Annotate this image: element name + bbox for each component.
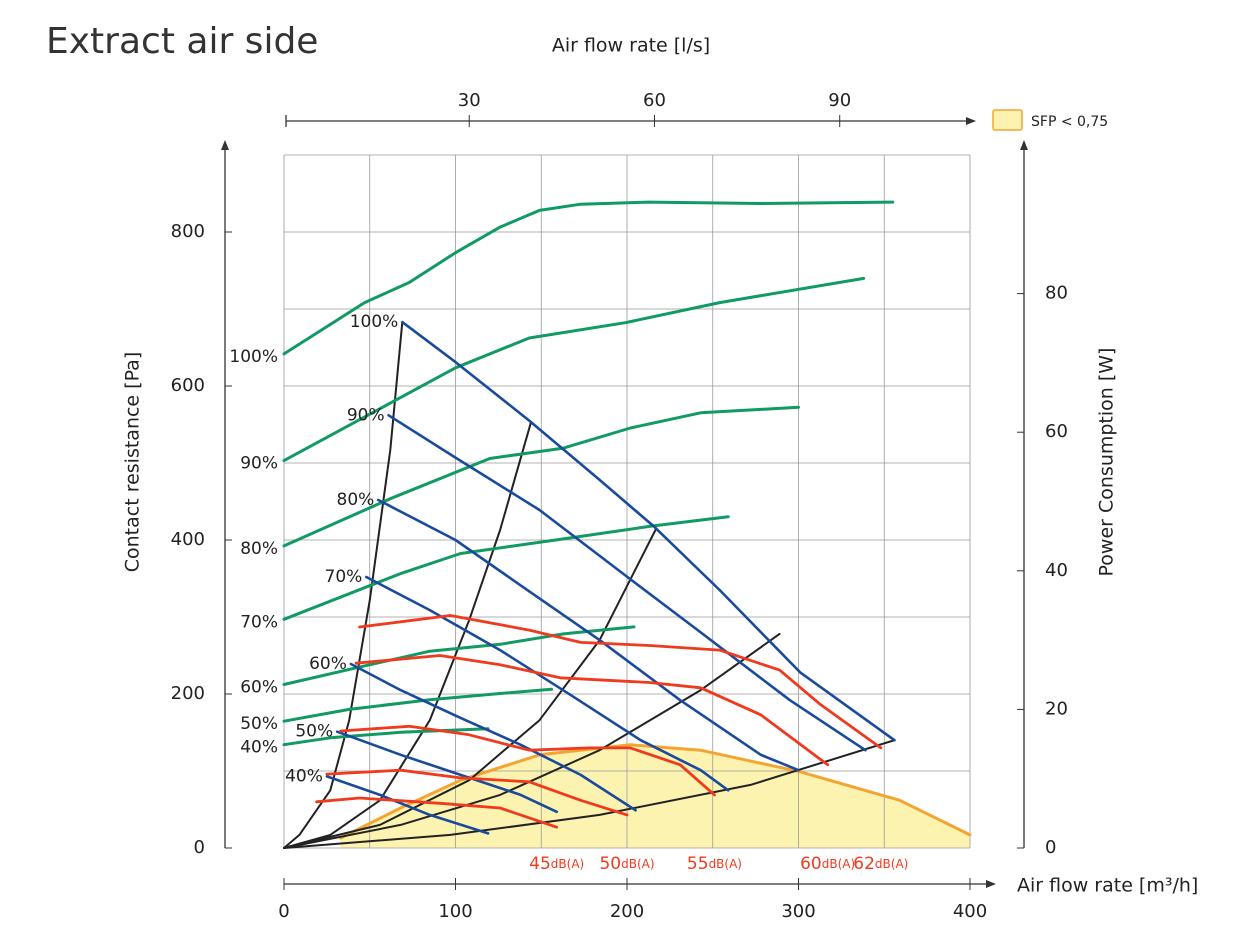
- x2-tick-label: 60: [643, 90, 666, 111]
- pressure-curve: [325, 775, 490, 835]
- y2-tick-label: 0: [1045, 837, 1056, 858]
- y2-tick-label: 80: [1045, 283, 1068, 304]
- arrow: [986, 880, 996, 888]
- noise-curve: [358, 614, 883, 750]
- arrow: [1020, 140, 1028, 150]
- noise-curve: [354, 654, 830, 767]
- y-axis-title: Contact resistance [Pa]: [122, 352, 144, 573]
- noise-value: 62: [853, 854, 875, 874]
- axes: [221, 115, 1028, 888]
- system-curve: [283, 321, 404, 849]
- x-tick-label: 300: [781, 901, 815, 922]
- system-curve: [283, 527, 658, 849]
- x-axis-title: Air flow rate [m³/h]: [1017, 875, 1198, 897]
- pressure-label: 90%: [347, 405, 385, 425]
- pressure-label: 60%: [309, 654, 347, 674]
- power-label: 70%: [240, 612, 278, 632]
- x-tick-label: 0: [278, 901, 289, 922]
- noise-curve: [325, 768, 629, 817]
- pressure-label: 80%: [337, 490, 375, 510]
- y2-axis-title: Power Consumption [W]: [1096, 348, 1118, 577]
- system-curve: [283, 632, 781, 849]
- noise-label: 55dB(A): [687, 854, 742, 874]
- y-tick-label: 0: [194, 837, 205, 858]
- pressure-curve: [377, 498, 800, 772]
- pressure-label: 100%: [350, 312, 399, 332]
- noise-label: 50dB(A): [599, 854, 654, 874]
- power-curve: [282, 625, 636, 686]
- chart-title: Extract air side: [46, 21, 318, 62]
- y-tick-label: 400: [171, 529, 205, 550]
- noise-value: 55: [687, 854, 709, 874]
- x-tick-label: 100: [438, 901, 472, 922]
- noise-label: 60dB(A): [800, 854, 855, 874]
- noise-label: 62dB(A): [853, 854, 908, 874]
- y2-tick-label: 40: [1045, 560, 1068, 581]
- y-tick-label: 600: [171, 375, 205, 396]
- power-label: 50%: [240, 714, 278, 734]
- noise-value: 50: [599, 854, 621, 874]
- pressure-curve: [365, 575, 730, 792]
- noise-value: 60: [800, 854, 822, 874]
- pressure-curve: [401, 320, 896, 742]
- pressure-curve: [335, 730, 558, 814]
- x-tick-label: 200: [610, 901, 644, 922]
- power-label: 90%: [240, 454, 278, 474]
- noise-curve: [315, 796, 559, 829]
- noise-value: 45: [529, 854, 551, 874]
- noise-unit: dB(A): [822, 857, 855, 871]
- power-curve: [282, 687, 553, 723]
- pressure-label: 70%: [325, 567, 363, 587]
- x2-tick-label: 30: [458, 90, 481, 111]
- pressure-curve: [387, 414, 867, 752]
- pressure-label: 40%: [285, 766, 323, 786]
- power-curve: [282, 200, 895, 356]
- y-tick-label: 200: [171, 683, 205, 704]
- power-label: 60%: [240, 677, 278, 697]
- pressure-curve: [349, 662, 637, 812]
- noise-unit: dB(A): [621, 857, 654, 871]
- arrow: [966, 117, 976, 125]
- x-tick-label: 400: [953, 901, 987, 922]
- pressure-label: 50%: [295, 722, 333, 742]
- y2-tick-label: 20: [1045, 698, 1068, 719]
- power-label: 100%: [229, 347, 278, 367]
- power-label: 40%: [240, 738, 278, 758]
- sfp-edge: [339, 743, 972, 840]
- x2-tick-label: 90: [828, 90, 851, 111]
- legend-swatch: [992, 109, 1023, 131]
- arrow: [221, 140, 229, 150]
- noise-unit: dB(A): [875, 857, 908, 871]
- x2-axis-title: Air flow rate [l/s]: [552, 35, 710, 57]
- y2-tick-label: 60: [1045, 421, 1068, 442]
- power-curve: [282, 276, 866, 463]
- noise-label: 45dB(A): [529, 854, 584, 874]
- noise-curve: [339, 724, 716, 797]
- y-tick-label: 800: [171, 221, 205, 242]
- power-curve: [282, 515, 730, 621]
- legend-label: SFP < 0,75: [1031, 114, 1108, 130]
- system-curve: [283, 421, 532, 849]
- noise-unit: dB(A): [551, 857, 584, 871]
- power-label: 80%: [240, 539, 278, 559]
- noise-unit: dB(A): [709, 857, 742, 871]
